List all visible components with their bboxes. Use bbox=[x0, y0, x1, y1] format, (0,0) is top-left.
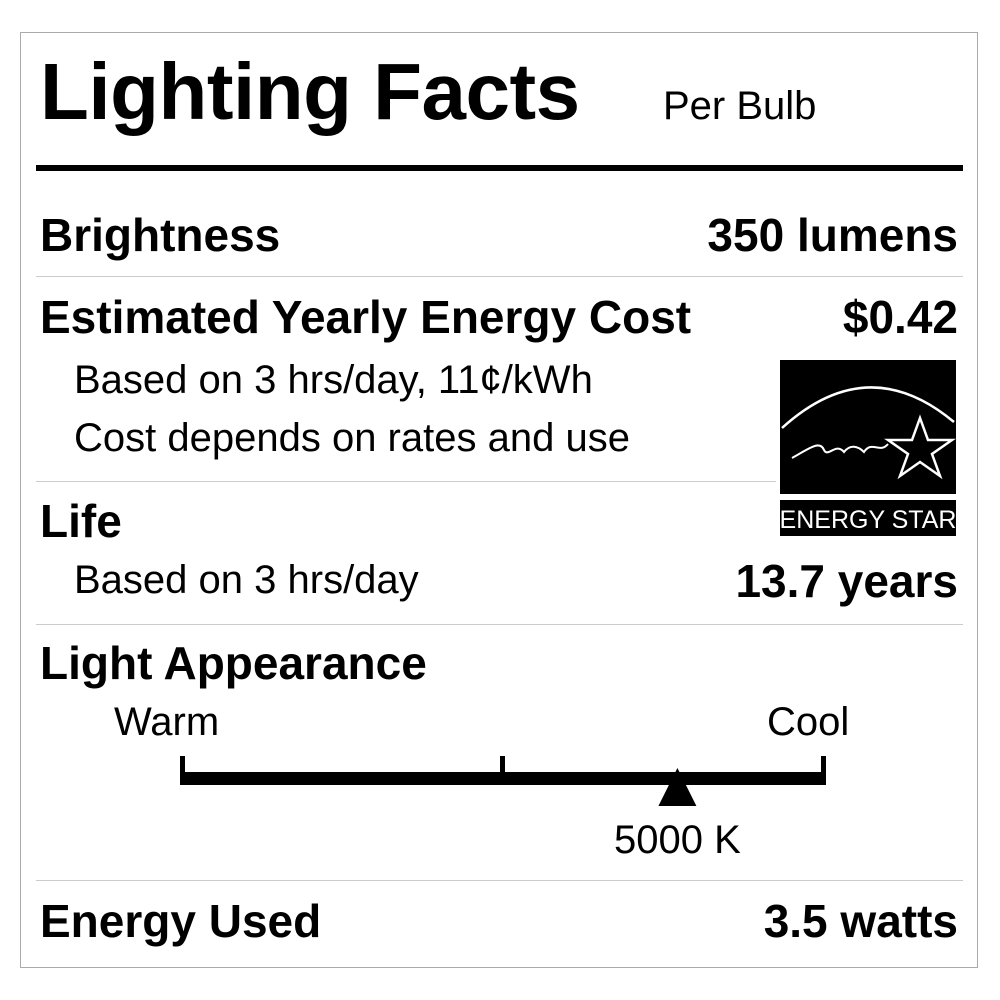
light-appearance-label: Light Appearance bbox=[40, 637, 427, 689]
divider bbox=[36, 481, 776, 482]
scale-tick bbox=[180, 756, 185, 776]
energy-star-text: ENERGY STAR bbox=[780, 506, 956, 534]
scale-tick bbox=[500, 756, 505, 776]
scale-bar bbox=[180, 772, 826, 785]
energy-used-label: Energy Used bbox=[40, 895, 322, 947]
cool-label: Cool bbox=[767, 700, 850, 744]
energy-star-logo: ENERGY STAR bbox=[780, 360, 956, 536]
brightness-value: 350 lumens bbox=[707, 209, 958, 261]
energy-cost-value: $0.42 bbox=[842, 291, 958, 343]
life-value: 13.7 years bbox=[735, 555, 958, 607]
label-border bbox=[20, 32, 978, 968]
divider bbox=[36, 624, 963, 625]
divider bbox=[36, 880, 963, 881]
energy-cost-note-usage: Cost depends on rates and use bbox=[74, 416, 630, 460]
divider bbox=[36, 276, 963, 277]
energy-cost-label: Estimated Yearly Energy Cost bbox=[40, 291, 692, 343]
energy-cost-note-rates: Based on 3 hrs/day, 11¢/kWh bbox=[74, 358, 593, 402]
life-note: Based on 3 hrs/day bbox=[74, 558, 419, 602]
label-title: Lighting Facts bbox=[40, 47, 580, 136]
color-temperature-value: 5000 K bbox=[614, 818, 741, 862]
label-subtitle: Per Bulb bbox=[663, 84, 817, 128]
title-divider bbox=[36, 165, 963, 171]
energy-used-value: 3.5 watts bbox=[763, 895, 958, 947]
scale-marker bbox=[658, 768, 697, 806]
life-label: Life bbox=[40, 495, 122, 547]
brightness-label: Brightness bbox=[40, 209, 281, 261]
warm-label: Warm bbox=[114, 700, 220, 744]
scale-tick bbox=[821, 756, 826, 776]
